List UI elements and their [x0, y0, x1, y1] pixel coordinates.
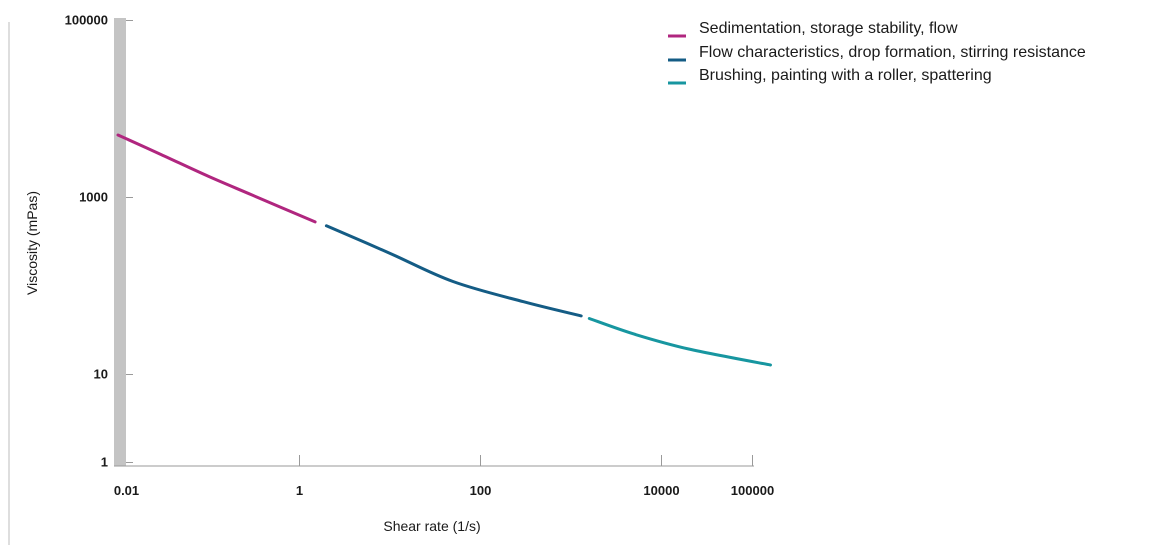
- y-tick-label: 1: [101, 455, 108, 470]
- legend: Sedimentation, storage stability, flow F…: [668, 20, 1086, 85]
- y-tick-label: 100000: [65, 13, 108, 28]
- series-line-1: [116, 133, 317, 224]
- x-axis-title: Shear rate (1/s): [383, 518, 480, 534]
- y-tick-label: 10: [94, 367, 108, 382]
- legend-label-brushing: Brushing, painting with a roller, spatte…: [699, 67, 992, 84]
- x-tick-label: 100000: [731, 483, 774, 498]
- y-axis-band: [114, 18, 126, 466]
- x-ticks: 0.01 1 100 10000 100000: [114, 455, 774, 498]
- y-tick-label: 1000: [79, 190, 108, 205]
- legend-label-flow-characteristics: Flow characteristics, drop formation, st…: [699, 44, 1086, 61]
- x-tick-label: 1: [296, 483, 303, 498]
- x-tick-label: 10000: [643, 483, 679, 498]
- series-line-3: [587, 317, 772, 367]
- legend-label-sedimentation: Sedimentation, storage stability, flow: [699, 20, 958, 37]
- y-ticks: 1 10 1000 100000: [65, 13, 133, 470]
- series-line-2: [324, 224, 583, 318]
- y-axis-title: Viscosity (mPas): [24, 191, 40, 295]
- x-tick-label: 0.01: [114, 483, 139, 498]
- x-tick-label: 100: [470, 483, 492, 498]
- series-group: [116, 133, 772, 367]
